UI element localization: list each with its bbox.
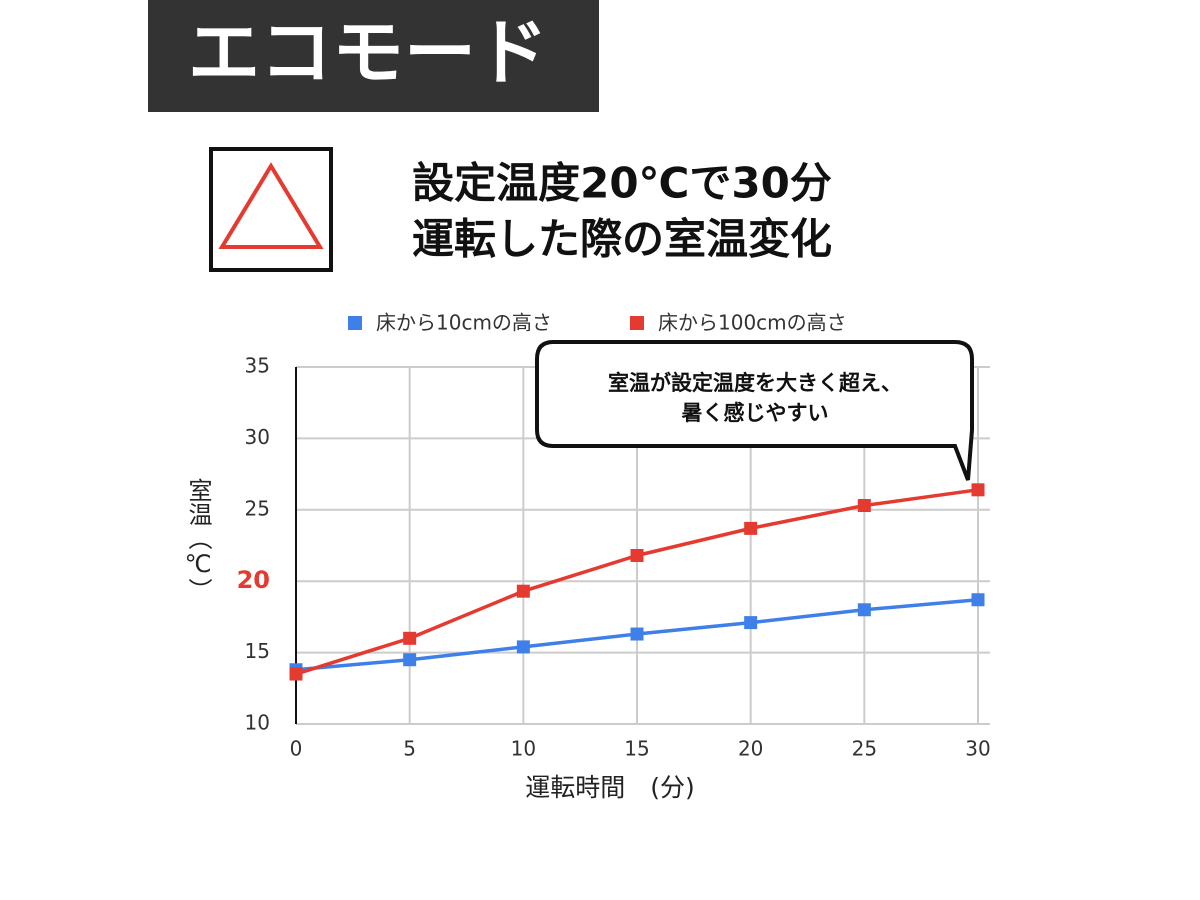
title-line: 運転した際の室温変化 [412,215,832,264]
x-tick-label: 20 [738,737,763,761]
data-point [971,593,985,607]
x-tick-label: 30 [965,737,990,761]
x-tick-label: 15 [624,737,649,761]
legend-swatch [348,316,362,330]
data-point [971,483,985,497]
data-point [630,627,644,641]
data-point [744,616,758,630]
callout-bubble [535,340,974,481]
x-tick-label: 25 [852,737,877,761]
badge-bg [148,0,599,112]
legend-swatch [630,316,644,330]
triangle-icon [218,162,324,249]
y-tick-label: 15 [245,639,270,663]
badge: エコモード [188,11,548,95]
legend-label: 床から100cmの高さ [658,311,847,335]
data-point [516,584,530,598]
x-axis-label: 運転時間 (分) [525,773,695,802]
callout-text: 暑く感じやすい [682,401,829,425]
y-tick-label: 20 [237,566,270,594]
data-point [289,667,303,681]
y-axis-label: 室温（℃） [184,478,212,602]
x-tick-label: 5 [403,737,416,761]
x-tick-label: 0 [290,737,303,761]
data-point [403,631,417,645]
y-tick-label: 10 [245,711,270,735]
data-point [403,653,417,667]
data-point [630,548,644,562]
data-point [857,603,871,617]
y-tick-label: 25 [245,496,270,520]
data-point [516,640,530,654]
legend-label: 床から10cmの高さ [376,311,552,335]
x-tick-label: 10 [511,737,536,761]
title-line: 設定温度20℃で30分 [412,159,832,208]
callout-text: 室温が設定温度を大きく超え、 [608,371,902,395]
y-tick-label: 30 [245,425,270,449]
data-point [857,499,871,513]
y-tick-label: 35 [245,354,270,378]
data-point [744,521,758,535]
